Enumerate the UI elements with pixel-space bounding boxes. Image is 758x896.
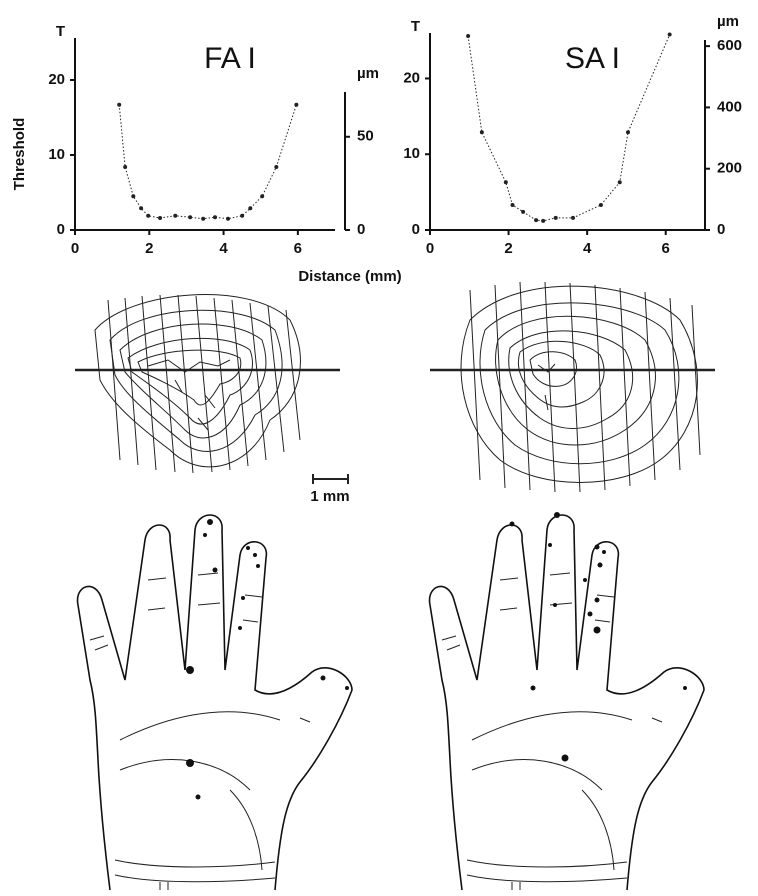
scale-bar xyxy=(312,474,349,484)
data-point xyxy=(123,165,128,169)
data-point xyxy=(131,194,136,199)
y2-tick-label: 0 xyxy=(357,221,365,238)
x-axis-label: Distance (mm) xyxy=(298,268,401,285)
x-tick-label: 0 xyxy=(71,240,79,257)
data-point xyxy=(294,102,299,107)
data-point xyxy=(274,165,279,169)
data-point xyxy=(667,32,672,37)
y-unit-label: T xyxy=(56,23,65,40)
y2-unit-label: µm xyxy=(717,13,739,30)
x-tick-label: 0 xyxy=(426,240,434,257)
y-tick-label: 10 xyxy=(403,145,420,162)
data-point xyxy=(534,218,539,223)
data-point xyxy=(541,218,546,223)
data-line xyxy=(118,104,297,220)
x-tick-label: 4 xyxy=(219,240,228,257)
contour-map-fa xyxy=(75,294,340,474)
y-axis-label: Threshold xyxy=(11,118,28,191)
y2-tick-label: 200 xyxy=(717,160,742,177)
x-tick-label: 6 xyxy=(294,240,302,257)
data-point xyxy=(213,215,218,220)
y2-tick-label: 400 xyxy=(717,98,742,115)
x-tick-label: 2 xyxy=(504,240,512,257)
chart-title: FA I xyxy=(204,42,256,75)
y-tick-label: 0 xyxy=(412,221,420,238)
data-point xyxy=(248,206,253,211)
data-point xyxy=(503,180,508,185)
data-point xyxy=(521,209,526,214)
data-point xyxy=(146,213,151,218)
y2-unit-label: µm xyxy=(357,65,379,82)
data-point xyxy=(188,215,193,220)
receptor-locations xyxy=(186,512,687,800)
y2-tick-label: 50 xyxy=(357,128,374,145)
data-point xyxy=(479,130,484,135)
scale-bar-label: 1 mm xyxy=(310,488,349,505)
data-point xyxy=(201,216,206,221)
chart-title: SA I xyxy=(565,42,620,75)
y-unit-label: T xyxy=(411,18,420,35)
data-point xyxy=(260,194,265,199)
y-tick-label: 10 xyxy=(48,146,65,163)
data-point xyxy=(598,202,603,207)
y2-tick-label: 0 xyxy=(717,221,725,238)
data-point xyxy=(240,213,245,218)
x-tick-label: 4 xyxy=(583,240,592,257)
data-point xyxy=(173,213,178,218)
data-point xyxy=(510,202,515,207)
data-point xyxy=(626,130,630,135)
data-point xyxy=(139,206,144,211)
data-point xyxy=(158,216,163,220)
data-point xyxy=(617,180,622,185)
data-point xyxy=(117,102,122,107)
x-tick-label: 2 xyxy=(145,240,153,257)
data-point xyxy=(226,216,231,221)
hand-sa xyxy=(428,514,705,891)
y-tick-label: 20 xyxy=(403,69,420,86)
data-point xyxy=(553,215,558,220)
data-point xyxy=(571,215,575,220)
x-tick-label: 6 xyxy=(662,240,670,257)
y2-tick-label: 600 xyxy=(717,37,742,54)
y-tick-label: 20 xyxy=(48,71,65,88)
data-point xyxy=(466,34,471,39)
contour-map-sa xyxy=(430,281,715,493)
y-tick-label: 0 xyxy=(57,221,65,238)
